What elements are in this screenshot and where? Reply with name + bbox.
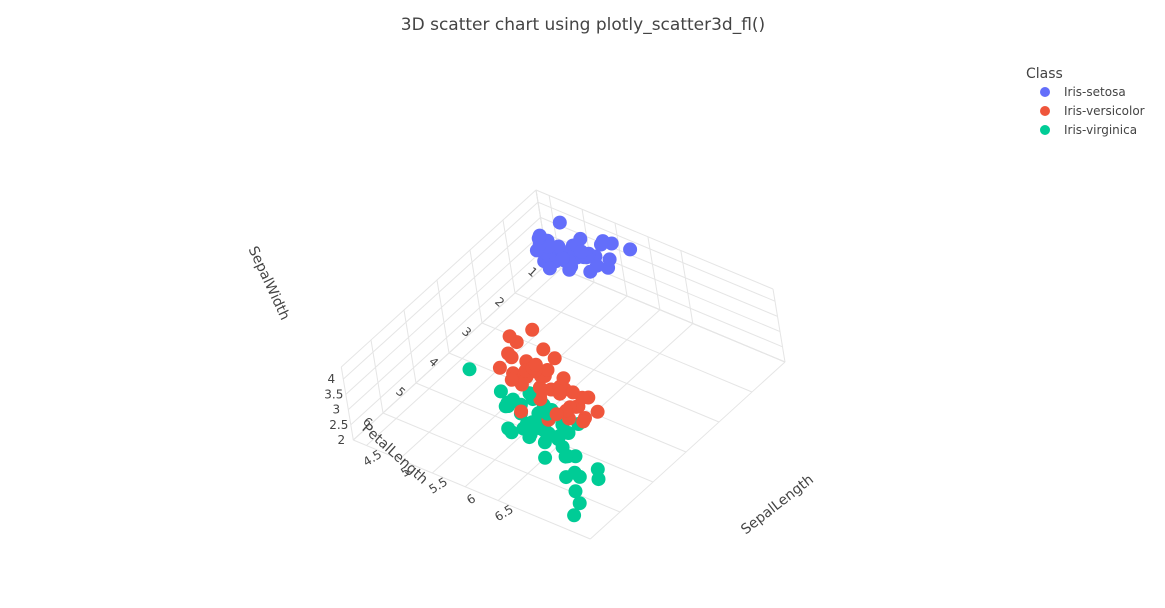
data-point-iris-versicolor[interactable] [514,404,529,419]
grid-line [340,189,537,368]
grid-line [647,236,661,310]
data-point-iris-virginica[interactable] [538,450,553,465]
x-tick-label: 5.5 [426,475,450,497]
points-layer[interactable] [462,215,638,523]
data-point-iris-setosa[interactable] [574,244,589,259]
z-tick-label: 4 [327,372,335,386]
grid-line [614,222,628,297]
grid-line [347,232,544,410]
data-point-iris-setosa[interactable] [594,237,608,252]
z-tick-label: 3 [332,403,340,417]
grid-line [431,295,628,474]
data-point-iris-versicolor[interactable] [525,322,540,337]
data-point-iris-versicolor[interactable] [576,414,591,429]
legend-item-versicolor[interactable]: Iris-versicolor [1040,104,1145,118]
data-point-iris-setosa[interactable] [532,228,547,243]
x-tick-label: 6.5 [492,502,516,524]
legend-item-setosa[interactable]: Iris-setosa [1040,85,1126,99]
z-tick-label: 2 [337,433,345,447]
data-point-iris-virginica[interactable] [493,384,508,399]
grid-line [366,268,562,446]
data-point-iris-virginica[interactable] [519,416,534,431]
grid-line [370,339,384,414]
legend-marker [1040,87,1050,97]
z-axis-title: SepalWidth [245,244,293,323]
grid-line [535,189,774,290]
data-point-iris-versicolor[interactable] [547,351,562,366]
data-point-iris-setosa[interactable] [623,242,638,257]
z-tick-label: 3.5 [324,387,343,401]
grid-line [502,219,516,294]
data-point-iris-virginica[interactable] [504,425,519,440]
data-point-iris-versicolor[interactable] [504,350,519,365]
data-point-iris-versicolor[interactable] [556,371,571,386]
legend-item-virginica[interactable]: Iris-virginica [1040,123,1137,137]
data-point-iris-setosa[interactable] [542,261,557,276]
grid-line [352,262,549,441]
grid-line [547,262,786,363]
data-point-iris-virginica[interactable] [572,496,587,511]
grid-line [514,292,753,393]
data-point-iris-versicolor[interactable] [528,357,543,372]
data-point-iris-setosa[interactable] [589,258,604,273]
legend-marker [1040,106,1050,116]
data-point-iris-virginica[interactable] [558,449,573,464]
data-point-iris-virginica[interactable] [559,470,574,485]
legend-label: Iris-setosa [1064,85,1126,99]
data-point-iris-versicolor[interactable] [540,363,555,377]
grid-line [537,201,776,302]
data-point-iris-versicolor[interactable] [532,380,547,395]
legend[interactable]: Class Iris-setosa Iris-versicolor Iris-v… [1026,66,1145,137]
data-point-iris-versicolor[interactable] [552,386,567,401]
data-point-iris-setosa[interactable] [602,252,617,267]
grid-line [469,249,483,324]
grid-line [545,247,783,348]
grid-line [589,361,786,540]
data-point-iris-virginica[interactable] [498,399,513,414]
legend-title: Class [1026,66,1063,82]
grid-line [350,247,546,426]
data-point-iris-virginica[interactable] [568,484,583,499]
data-point-iris-versicolor[interactable] [549,407,564,422]
legend-label: Iris-versicolor [1064,104,1145,118]
z-tick-label: 2.5 [329,418,348,432]
grid-line [403,309,417,384]
data-point-iris-virginica[interactable] [567,508,582,523]
grid-line [353,439,591,540]
grid-line [772,288,786,363]
data-point-iris-virginica[interactable] [462,362,477,377]
grid-line [680,250,694,324]
data-point-iris-versicolor[interactable] [536,342,551,357]
grid-line [345,217,541,395]
data-point-iris-versicolor[interactable] [502,329,517,344]
legend-label: Iris-virginica [1064,123,1137,137]
data-point-iris-versicolor[interactable] [504,372,519,387]
data-point-iris-virginica[interactable] [572,469,587,484]
data-point-iris-versicolor[interactable] [590,404,605,419]
data-point-iris-versicolor[interactable] [565,385,580,400]
data-point-iris-versicolor[interactable] [492,360,507,375]
grid-line [436,279,450,354]
legend-marker [1040,125,1050,135]
data-point-iris-setosa[interactable] [555,251,570,266]
chart-title: 3D scatter chart using plotly_scatter3d_… [401,15,765,35]
data-point-iris-virginica[interactable] [568,449,583,464]
data-point-iris-virginica[interactable] [591,472,606,487]
data-point-iris-setosa[interactable] [551,239,566,254]
data-point-iris-setosa[interactable] [552,215,567,230]
x-tick-label: 6 [464,491,478,507]
x-axis-title: SepalLength [738,472,817,538]
grid-line [342,201,539,380]
